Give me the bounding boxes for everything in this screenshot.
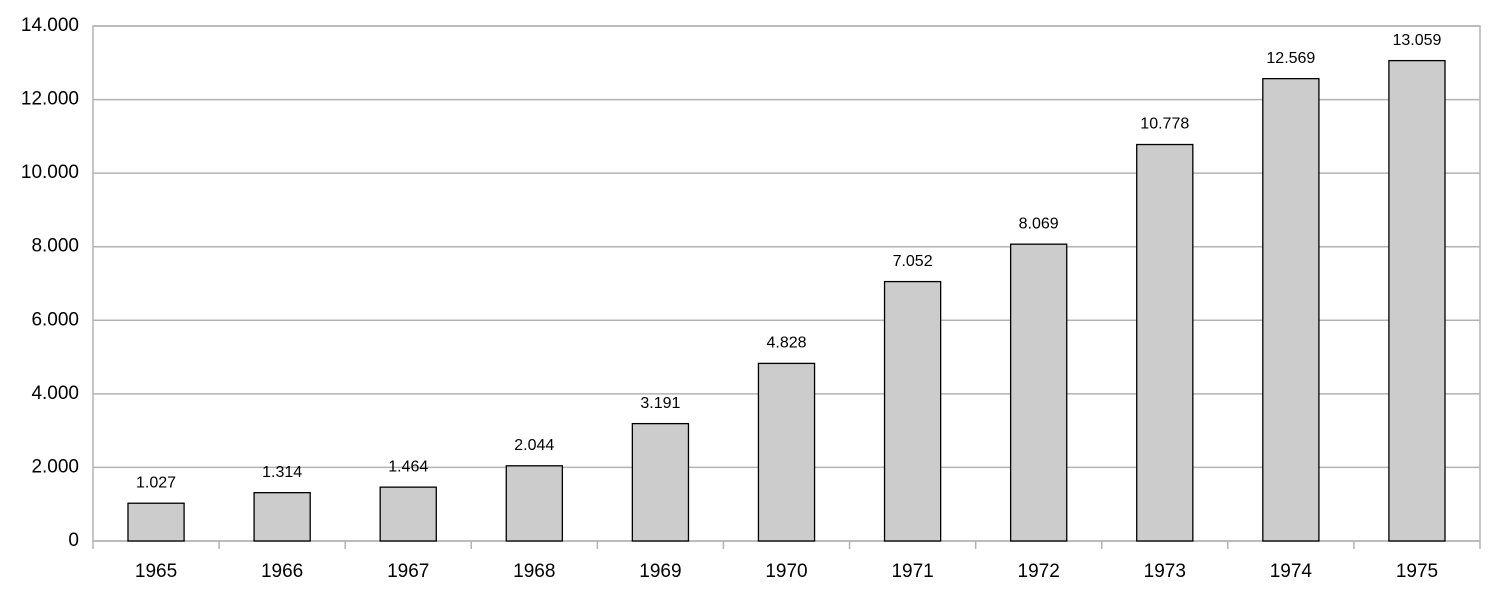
bar	[505, 465, 564, 542]
value-label: 4.828	[766, 335, 806, 352]
x-tick-label: 1968	[513, 561, 555, 582]
bar	[883, 280, 942, 542]
value-label: 12.569	[1266, 50, 1315, 67]
bar	[631, 422, 690, 542]
value-label: 10.778	[1140, 116, 1189, 133]
y-tick-label: 0	[68, 530, 79, 551]
y-tick-label: 8.000	[31, 236, 79, 257]
x-tick-label: 1973	[1144, 561, 1186, 582]
bar	[1388, 59, 1446, 542]
x-tick-label: 1972	[1018, 561, 1060, 582]
x-tick-label: 1965	[135, 561, 177, 582]
value-label: 1.314	[262, 464, 302, 481]
value-label: 1.464	[388, 458, 428, 475]
y-tick-label: 4.000	[31, 383, 79, 404]
y-tick-label: 12.000	[21, 89, 79, 110]
bar	[127, 502, 185, 542]
x-tick-label: 1969	[639, 561, 681, 582]
bar	[757, 362, 816, 542]
y-tick-label: 6.000	[31, 309, 79, 330]
value-label: 2.044	[514, 437, 554, 454]
value-label: 13.059	[1392, 32, 1441, 49]
y-tick-label: 10.000	[21, 162, 79, 183]
value-label: 1.027	[136, 474, 176, 491]
x-tick-label: 1974	[1270, 561, 1313, 582]
x-tick-label: 1970	[765, 561, 807, 582]
y-tick-label: 2.000	[31, 456, 79, 477]
x-tick-label: 1967	[387, 561, 429, 582]
bar	[379, 486, 437, 542]
x-tick-label: 1971	[891, 561, 933, 582]
x-tick-label: 1975	[1396, 561, 1438, 582]
y-tick-label: 14.000	[21, 15, 79, 36]
value-label: 3.191	[640, 395, 680, 412]
x-tick-label: 1966	[261, 561, 303, 582]
bar	[1136, 143, 1194, 542]
bar	[1009, 243, 1068, 542]
value-label: 7.052	[893, 253, 933, 270]
bar	[1262, 77, 1320, 542]
bar	[253, 492, 311, 542]
value-label: 8.069	[1019, 215, 1059, 232]
